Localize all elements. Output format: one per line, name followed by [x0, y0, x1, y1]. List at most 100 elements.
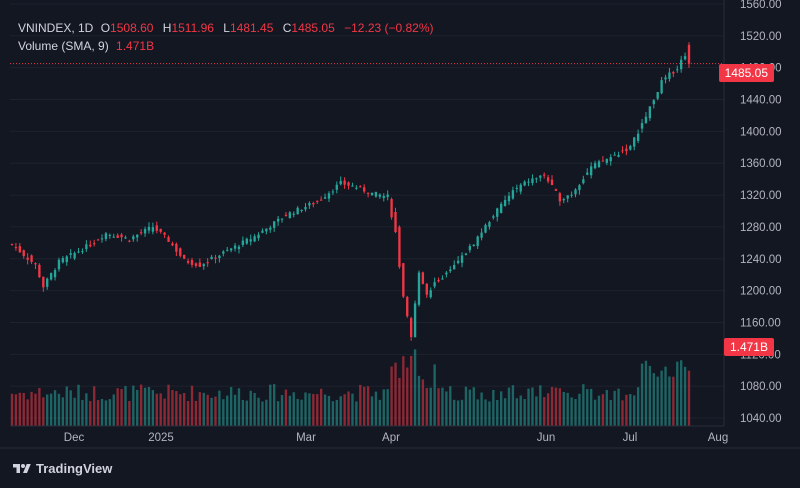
volume-bar [116, 388, 119, 426]
volume-bar [449, 386, 452, 426]
candle-body [394, 212, 397, 233]
volume-bar [480, 392, 483, 426]
candle-body [601, 160, 605, 162]
candle-body [613, 154, 616, 156]
volume-bar [46, 394, 49, 426]
candle-body [363, 187, 366, 192]
candle-body [554, 189, 558, 191]
volume-bar [233, 394, 237, 426]
candle-body [214, 257, 217, 259]
candle-body [582, 179, 585, 184]
candle-body [484, 224, 487, 233]
volume-bar [664, 366, 667, 426]
tradingview-brand[interactable]: TradingView [12, 461, 112, 476]
volume-bar [566, 392, 569, 426]
candle-body [85, 244, 88, 250]
volume-bar [550, 386, 554, 426]
candle-body [425, 283, 428, 295]
candle-body [570, 194, 573, 196]
volume-bar [519, 395, 522, 426]
candle-body [300, 209, 303, 212]
symbol-label[interactable]: VNINDEX, 1D [18, 21, 94, 35]
volume-bar [292, 392, 295, 426]
candle-body [456, 260, 460, 264]
volume-legend-row: Volume (SMA, 9) 1.471B [18, 37, 440, 55]
volume-bar [30, 391, 33, 426]
candle-body [132, 236, 135, 240]
volume-bar [112, 394, 115, 426]
volume-bar [570, 397, 573, 426]
candle-body [527, 181, 530, 183]
volume-bar [507, 387, 511, 426]
candle-body [503, 199, 507, 206]
volume-bar [523, 399, 526, 426]
volume-bar [413, 349, 417, 426]
volume-bar [464, 386, 468, 426]
high-key: H [162, 21, 172, 35]
volume-bar [409, 355, 413, 426]
candle-body [441, 278, 444, 280]
volume-bar [679, 360, 683, 426]
candle-body [69, 253, 72, 255]
candle-body [406, 296, 409, 317]
close-value: 1485.05 [291, 21, 335, 35]
tradingview-logo-icon [13, 463, 31, 473]
price-tick-label: 1320.00 [740, 190, 782, 202]
volume-bar [456, 400, 460, 426]
volume-bar [300, 399, 303, 426]
candle-body [413, 303, 417, 338]
volume-bar [206, 394, 209, 426]
candle-body [296, 207, 299, 215]
volume-bar [589, 388, 593, 426]
price-tick-label: 1080.00 [740, 381, 782, 393]
candle-body [100, 238, 104, 240]
brand-name: TradingView [36, 461, 113, 476]
volume-bar [398, 377, 401, 426]
time-axis-panel[interactable] [0, 426, 724, 448]
candle-body [280, 218, 284, 220]
candle-body [120, 234, 123, 238]
volume-bar [104, 400, 108, 426]
volume-bar [593, 399, 597, 426]
candle-body [460, 255, 464, 263]
volume-bar [676, 361, 679, 426]
chart-legend: VNINDEX, 1D O1508.60 H1511.96 L1481.45 C… [18, 19, 440, 55]
volume-label[interactable]: Volume (SMA, 9) [18, 39, 109, 53]
candle-body [276, 218, 280, 222]
candle-body [10, 244, 14, 246]
time-tick-label: Apr [382, 432, 400, 444]
time-tick-label: 2025 [148, 432, 174, 444]
candle-body [359, 186, 362, 188]
candle-body [198, 262, 202, 267]
volume-bar [394, 362, 397, 426]
volume-bar [249, 390, 252, 426]
candle-body [550, 179, 554, 186]
volume-bar [601, 394, 605, 426]
volume-bar [683, 366, 687, 426]
volume-bar [214, 396, 217, 426]
candle-body [539, 175, 542, 178]
volume-bar [323, 394, 327, 426]
volume-bar [499, 391, 503, 426]
volume-bar [139, 384, 143, 426]
candle-body [621, 150, 624, 152]
volume-bar [433, 364, 436, 426]
volume-bar [515, 398, 518, 426]
volume-bar [89, 401, 92, 426]
candle-body [26, 257, 29, 260]
volume-bar [640, 363, 644, 426]
candle-body [648, 106, 652, 119]
candle-body [229, 248, 233, 251]
volume-bar [370, 396, 374, 426]
candle-body [139, 232, 143, 234]
volume-bar [34, 393, 37, 426]
volume-bar [147, 386, 151, 426]
candle-body [343, 180, 346, 185]
candle-body [398, 226, 401, 267]
candle-body [210, 256, 213, 260]
candle-body [355, 187, 358, 189]
candle-body [288, 212, 292, 219]
price-axis-ticks: 1560.001520.001480.001440.001400.001360.… [740, 0, 782, 425]
volume-bar [378, 399, 382, 426]
